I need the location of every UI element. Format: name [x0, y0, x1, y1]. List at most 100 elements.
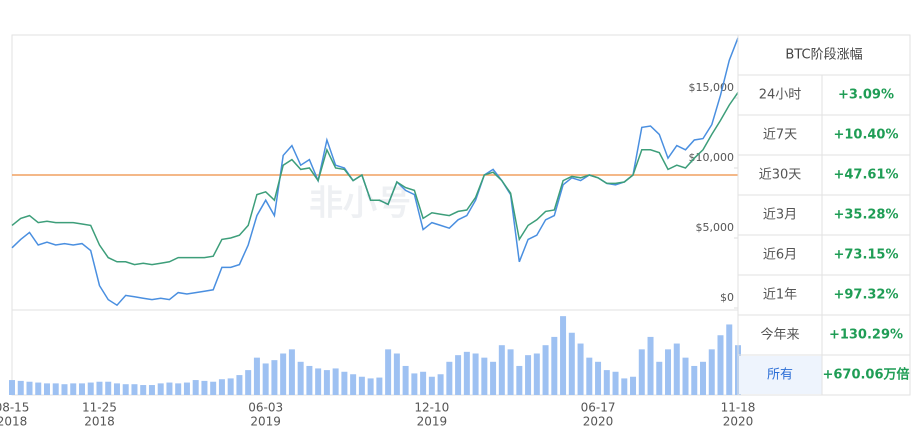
x-tick-label: 06-03	[248, 401, 283, 415]
volume-bar	[253, 357, 260, 395]
x-tick-label: 11-25	[82, 401, 117, 415]
volume-bar	[17, 380, 24, 395]
volume-bar	[577, 343, 584, 395]
volume-bar	[525, 355, 532, 395]
volume-bar	[455, 355, 462, 395]
volume-bar	[113, 383, 120, 395]
period-change: +35.28%	[833, 208, 898, 223]
x-tick-label: 08-15	[0, 401, 29, 415]
volume-bar	[131, 384, 138, 395]
period-label: 近6月	[763, 248, 797, 263]
volume-bar	[411, 373, 418, 395]
volume-bar	[498, 345, 505, 395]
volume-bar	[52, 383, 59, 395]
volume-bar	[437, 374, 444, 395]
volume-bar	[726, 324, 733, 395]
volume-bar	[647, 336, 654, 395]
volume-bar	[603, 370, 610, 395]
volume-bar	[43, 383, 50, 395]
x-tick-label: 06-17	[581, 401, 616, 415]
period-change: +97.32%	[833, 288, 898, 303]
volume-bar	[87, 382, 94, 395]
volume-bar	[245, 370, 252, 395]
volume-bar	[542, 345, 549, 395]
volume-bar	[586, 357, 593, 395]
volume-bar	[350, 374, 357, 395]
volume-bar	[533, 353, 540, 395]
volume-bar	[236, 375, 243, 395]
volume-bar	[122, 384, 129, 395]
volume-bar	[385, 349, 392, 395]
table-highlight	[739, 356, 822, 394]
volume-bar	[367, 378, 374, 395]
volume-bar	[9, 380, 15, 395]
volume-bar	[297, 361, 304, 395]
volume-bar	[332, 368, 339, 395]
volume-bar	[201, 380, 208, 395]
volume-bar	[446, 361, 453, 395]
period-change: +10.40%	[833, 128, 898, 143]
x-tick-year: 2018	[84, 415, 115, 429]
volume-bar	[420, 371, 427, 395]
volume-bar	[306, 365, 313, 395]
price-line	[11, 91, 739, 266]
volume-bar	[35, 382, 42, 395]
volume-bar	[148, 385, 155, 395]
volume-bar	[621, 378, 628, 395]
volume-bar	[271, 360, 278, 395]
x-tick-year: 2019	[250, 415, 281, 429]
volume-bar	[358, 376, 365, 395]
period-label: 24小时	[759, 88, 802, 103]
volume-bar	[472, 353, 479, 395]
volume-bar	[402, 365, 409, 395]
y-tick-label: $5,000	[696, 221, 735, 234]
x-tick-year: 2020	[583, 415, 614, 429]
volume-bar	[560, 316, 567, 395]
period-label: 今年来	[760, 327, 799, 343]
volume-bar	[140, 385, 147, 395]
volume-bar	[665, 349, 672, 395]
period-change: +670.06万倍	[822, 367, 909, 383]
period-label: 所有	[767, 368, 793, 383]
period-change: +47.61%	[833, 168, 898, 183]
table-title: BTC阶段涨幅	[785, 48, 862, 63]
volume-bar	[218, 379, 225, 395]
volume-bar	[551, 336, 558, 395]
x-tick-label: 11-18	[721, 401, 756, 415]
x-tick-year: 2018	[0, 415, 27, 429]
volume-bar	[481, 357, 488, 395]
volume-bar	[288, 349, 295, 395]
watermark: 非小号	[309, 184, 411, 224]
volume-bar	[210, 381, 217, 395]
volume-bar	[280, 353, 287, 395]
period-change: +73.15%	[833, 248, 898, 263]
x-tick-year: 2020	[723, 415, 754, 429]
volume-bar	[61, 384, 68, 395]
volume-bar	[157, 383, 164, 395]
volume-bar	[175, 383, 182, 395]
volume-bar	[166, 382, 173, 395]
volume-bar	[700, 361, 707, 395]
volume-bar	[393, 353, 400, 395]
volume-bar	[463, 351, 470, 395]
volume-bar	[376, 377, 383, 395]
volume-bar	[656, 361, 663, 395]
volume-bar	[691, 365, 698, 395]
x-tick-label: 12-10	[414, 401, 449, 415]
y-tick-label: $10,000	[689, 151, 735, 164]
volume-bar	[682, 357, 689, 395]
volume-bar	[78, 383, 85, 395]
period-label: 近30天	[759, 168, 802, 183]
period-change: +3.09%	[838, 88, 894, 103]
volume-bar	[516, 365, 523, 395]
volume-bar	[96, 381, 103, 395]
volume-bar	[105, 381, 112, 395]
volume-bar	[227, 378, 234, 395]
period-change: +130.29%	[829, 328, 903, 343]
period-label: 近3月	[763, 208, 797, 223]
volume-bar	[595, 361, 602, 395]
volume-bar	[568, 332, 575, 395]
period-label: 近7天	[763, 128, 797, 143]
volume-bar	[612, 371, 619, 395]
